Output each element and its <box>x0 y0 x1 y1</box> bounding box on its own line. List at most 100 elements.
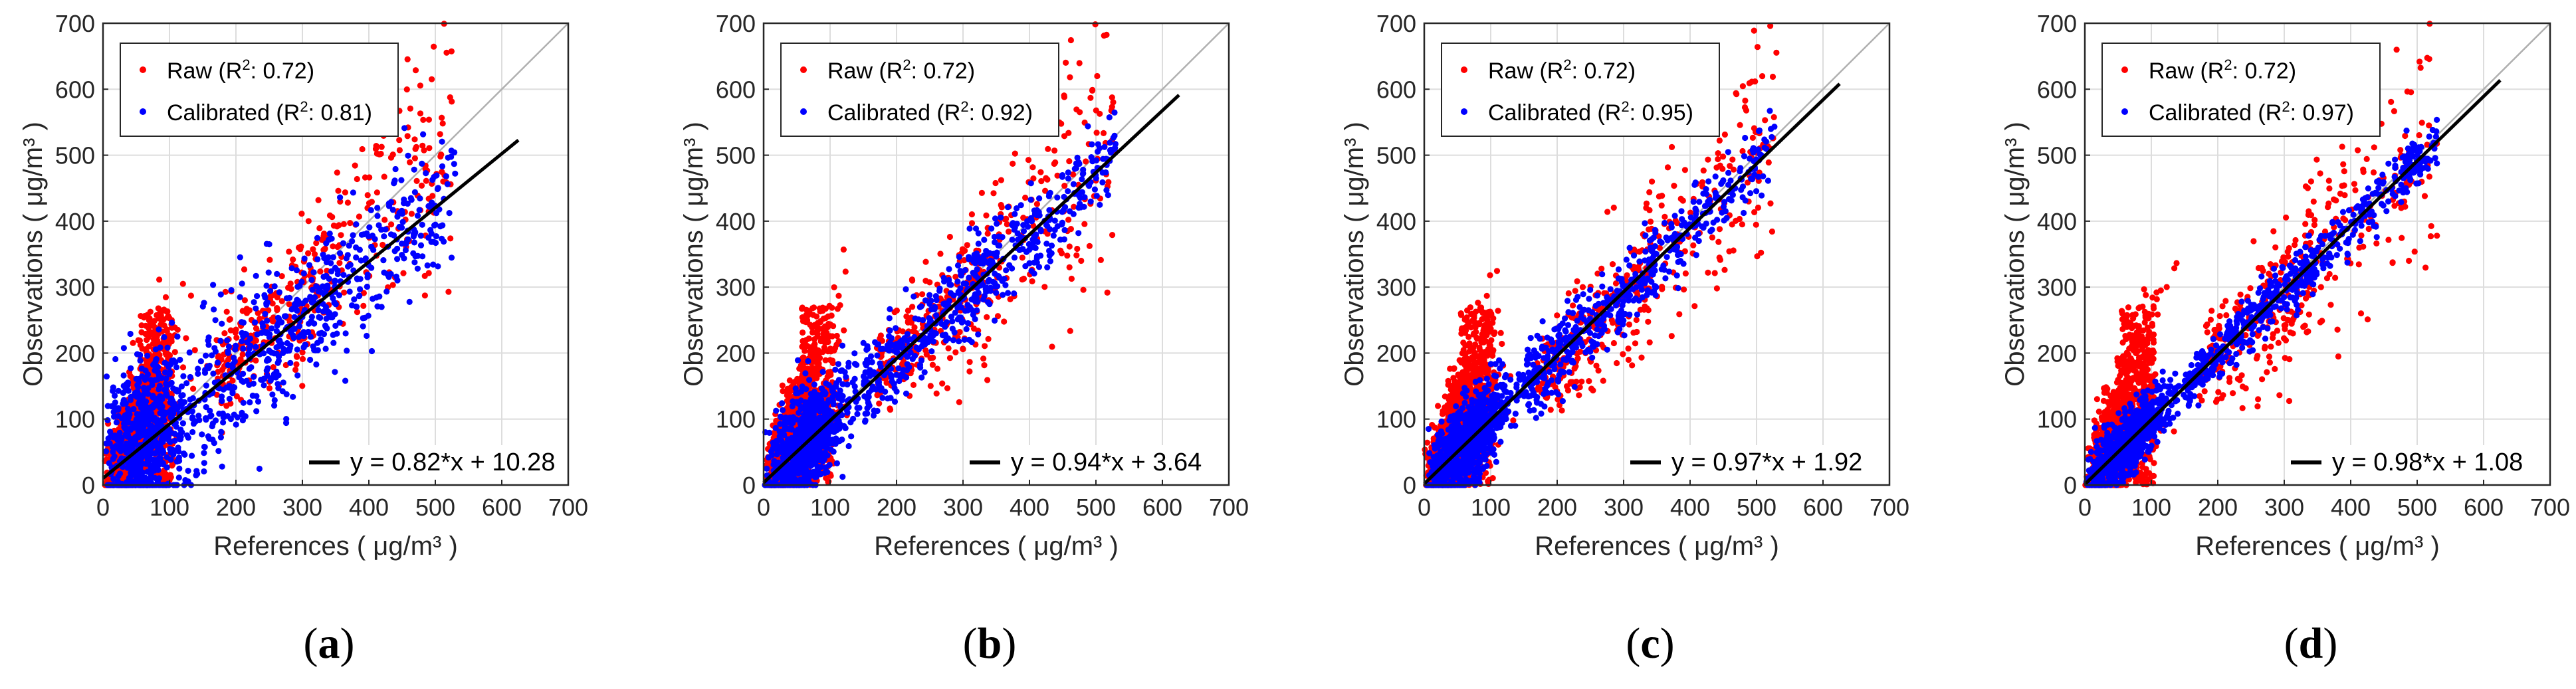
raw-point <box>1037 169 1044 175</box>
calibrated-point <box>432 221 439 228</box>
raw-point <box>429 76 435 82</box>
calibrated-point <box>229 389 236 395</box>
raw-point <box>822 357 829 363</box>
calibrated-point <box>127 397 134 403</box>
calibrated-point <box>239 417 246 424</box>
calibrated-point <box>340 240 346 246</box>
raw-point <box>138 313 144 320</box>
calibrated-point <box>264 318 270 324</box>
raw-point <box>138 322 145 329</box>
raw-point <box>813 313 820 320</box>
raw-point <box>420 116 427 123</box>
raw-point <box>187 292 194 299</box>
calibrated-point <box>157 420 163 427</box>
raw-point <box>417 110 424 117</box>
raw-point <box>439 120 446 127</box>
raw-point <box>439 114 445 121</box>
raw-point <box>876 400 883 407</box>
calibrated-point <box>376 293 383 300</box>
calibrated-point <box>261 329 267 336</box>
calibrated-point <box>176 465 183 472</box>
calibrated-point <box>287 359 294 367</box>
raw-point <box>1010 160 1016 167</box>
calibrated-point <box>173 364 180 371</box>
calibrated-point <box>159 396 165 403</box>
calibrated-point <box>861 393 868 400</box>
raw-point <box>905 307 911 314</box>
calibrated-point <box>956 338 962 345</box>
calibrated-point <box>381 233 387 240</box>
calibrated-point <box>326 231 333 237</box>
calibrated-point <box>274 381 281 387</box>
raw-point <box>1087 94 1094 101</box>
calibrated-point <box>202 367 209 373</box>
calibrated-point <box>282 313 289 320</box>
raw-point <box>1105 179 1112 185</box>
calibrated-point <box>120 372 127 379</box>
calibrated-point <box>156 442 162 449</box>
raw-point <box>842 268 849 275</box>
calibrated-point <box>1065 188 1071 195</box>
calibrated-point <box>215 448 222 454</box>
raw-point <box>255 310 261 316</box>
raw-point <box>799 306 805 312</box>
calibrated-point <box>839 474 846 480</box>
raw-point <box>1103 31 1110 39</box>
calibrated-point <box>921 369 928 375</box>
raw-point <box>814 334 821 340</box>
calibrated-point <box>271 283 278 290</box>
raw-point <box>190 385 197 392</box>
raw-point <box>798 362 804 369</box>
raw-point <box>364 192 371 199</box>
calibrated-point <box>376 222 382 229</box>
raw-point <box>812 323 819 330</box>
raw-point <box>421 272 428 279</box>
raw-point <box>983 212 990 219</box>
raw-point <box>1081 221 1088 227</box>
raw-point <box>946 233 953 241</box>
raw-point <box>437 131 443 138</box>
calibrated-point <box>104 417 111 424</box>
raw-point <box>431 43 437 50</box>
calibrated-point <box>240 320 247 326</box>
calibrated-point <box>247 399 253 406</box>
raw-point <box>292 366 299 373</box>
calibrated-point <box>118 415 126 422</box>
raw-point <box>411 136 418 143</box>
calibrated-point <box>411 166 417 173</box>
calibrated-point <box>128 461 135 468</box>
raw-point <box>335 187 342 194</box>
calibrated-point <box>254 293 261 300</box>
calibrated-point <box>253 408 260 415</box>
calibrated-point <box>217 291 224 298</box>
raw-point <box>1067 37 1074 44</box>
calibrated-point <box>357 286 364 292</box>
calibrated-point <box>433 210 440 217</box>
calibrated-point <box>399 241 405 247</box>
calibrated-point <box>382 226 389 233</box>
calibrated-point <box>201 468 207 475</box>
raw-point <box>833 332 840 340</box>
raw-point <box>946 355 954 361</box>
raw-point <box>223 308 230 315</box>
calibrated-point <box>430 239 437 245</box>
calibrated-point <box>170 357 177 364</box>
legend-entry-calibrated: Calibrated (R2: 0.81) <box>167 98 372 126</box>
calibrated-point <box>343 255 350 262</box>
raw-point <box>356 213 363 220</box>
calibrated-point <box>313 361 320 368</box>
calibrated-point <box>444 181 451 187</box>
raw-point <box>162 294 169 300</box>
raw-point <box>968 211 975 218</box>
calibrated-point <box>150 394 156 401</box>
raw-point <box>990 190 997 197</box>
calibrated-point <box>170 451 177 458</box>
calibrated-point <box>443 173 450 179</box>
raw-point <box>241 297 248 304</box>
raw-point <box>1073 106 1080 113</box>
calibrated-point <box>256 465 263 472</box>
raw-point <box>877 332 884 339</box>
calibrated-point <box>398 225 405 231</box>
raw-point <box>286 248 292 255</box>
raw-point <box>919 291 926 298</box>
